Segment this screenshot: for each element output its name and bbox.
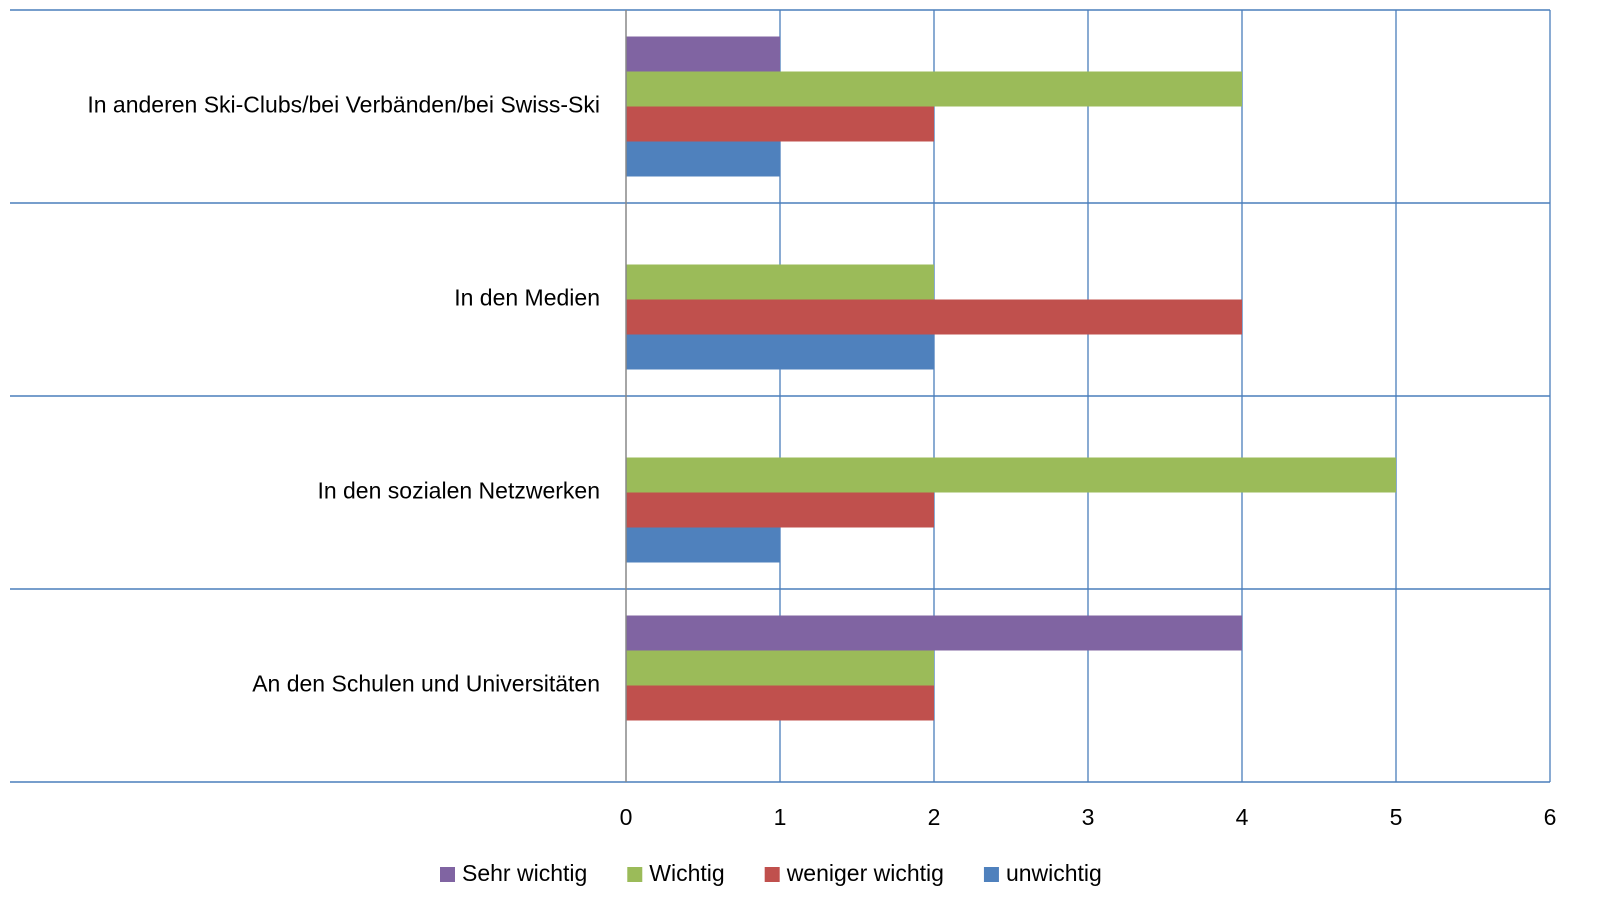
bar — [626, 299, 1242, 335]
x-tick-label: 4 — [1236, 804, 1249, 830]
bar — [626, 36, 780, 72]
x-tick-label: 3 — [1082, 804, 1095, 830]
legend-label: weniger wichtig — [786, 860, 944, 886]
bar — [626, 685, 934, 721]
bar — [626, 492, 934, 528]
bar — [626, 650, 934, 686]
bar — [626, 264, 934, 300]
y-tick-label: In den sozialen Netzwerken — [317, 478, 600, 504]
bar — [626, 71, 1242, 107]
legend-label: Sehr wichtig — [462, 860, 587, 886]
legend-swatch — [983, 867, 999, 882]
bar — [626, 334, 934, 370]
bar — [626, 106, 934, 142]
legend-label: Wichtig — [649, 860, 724, 886]
legend-swatch — [627, 867, 643, 882]
x-tick-label: 1 — [774, 804, 787, 830]
x-tick-label: 2 — [928, 804, 941, 830]
y-tick-label: In den Medien — [454, 285, 600, 311]
bar — [626, 141, 780, 177]
x-tick-label: 5 — [1390, 804, 1403, 830]
bar — [626, 527, 780, 563]
legend-label: unwichtig — [1006, 860, 1102, 886]
legend-swatch — [764, 867, 780, 882]
bar — [626, 615, 1242, 651]
legend-swatch — [440, 867, 455, 882]
y-tick-label: An den Schulen und Universitäten — [252, 671, 600, 697]
x-tick-label: 0 — [620, 804, 633, 830]
x-tick-label: 6 — [1544, 804, 1557, 830]
bar — [626, 457, 1396, 493]
y-tick-label: In anderen Ski-Clubs/bei Verbänden/bei S… — [87, 92, 600, 118]
